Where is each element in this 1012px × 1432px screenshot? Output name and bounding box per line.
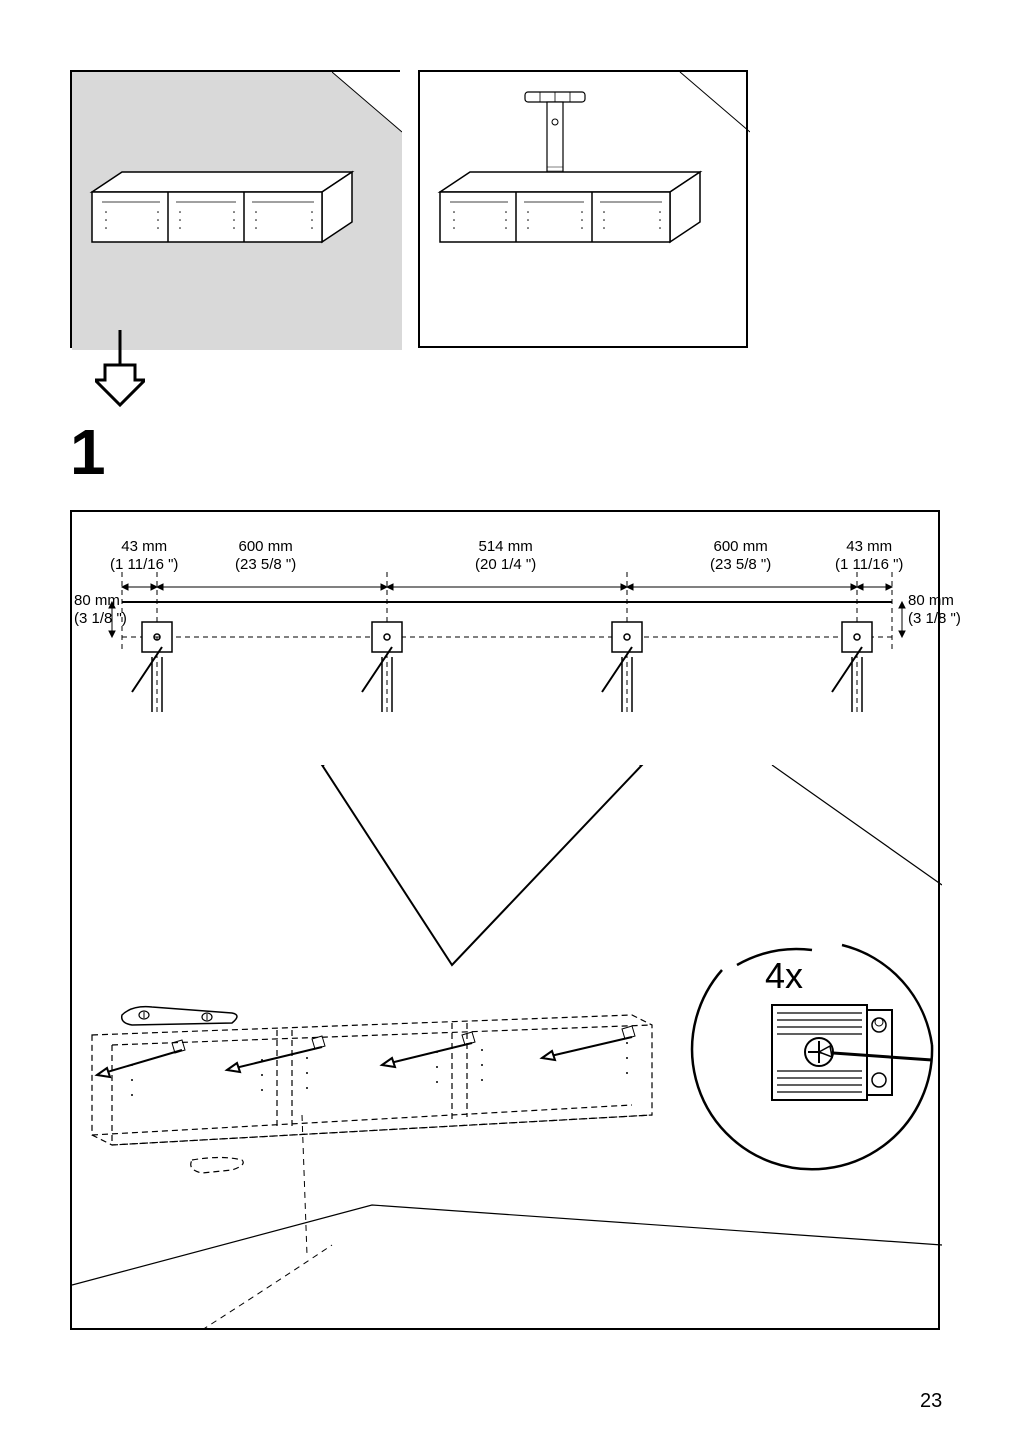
dim-span-2: 600 mm (23 5/8 ") — [710, 538, 771, 574]
shelf-on-wall-illustration — [72, 72, 402, 350]
panel-option-b — [418, 70, 748, 348]
wall-marking-illustration — [72, 765, 942, 1330]
panel-main — [70, 765, 940, 1330]
dim-drop-right: 80 mm (3 1/8 ") — [908, 592, 961, 628]
shelf-with-mount-illustration — [420, 72, 750, 350]
instruction-page: 1 — [0, 0, 1012, 1432]
step-number: 1 — [70, 420, 106, 484]
dim-edge-left: 43 mm (1 11/16 ") — [110, 538, 178, 574]
dim-edge-right: 43 mm (1 11/16 ") — [835, 538, 903, 574]
dim-drop-left: 80 mm (3 1/8 ") — [74, 592, 127, 628]
page-number: 23 — [920, 1390, 942, 1413]
down-arrow-icon — [95, 330, 145, 410]
dim-span-mid: 514 mm (20 1/4 ") — [475, 538, 536, 574]
bracket-quantity-label: 4x — [765, 955, 803, 997]
dim-span-1: 600 mm (23 5/8 ") — [235, 538, 296, 574]
panel-option-a — [70, 70, 400, 348]
